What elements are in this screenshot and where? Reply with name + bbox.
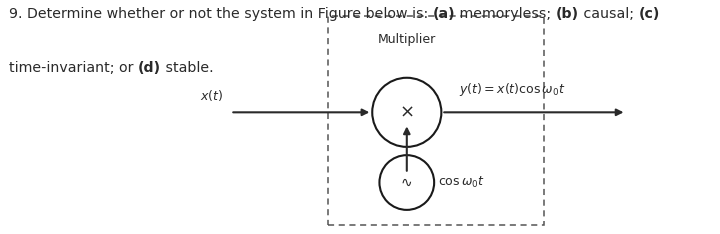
- Text: ×: ×: [399, 103, 415, 121]
- Text: causal;: causal;: [579, 7, 638, 21]
- Text: (a): (a): [433, 7, 455, 21]
- Text: (b): (b): [556, 7, 579, 21]
- Text: (d): (d): [138, 61, 161, 75]
- Text: (c): (c): [638, 7, 660, 21]
- Text: $\cos\omega_0 t$: $\cos\omega_0 t$: [438, 175, 485, 190]
- Bar: [328, 16, 544, 225]
- Text: Multiplier: Multiplier: [378, 33, 436, 46]
- Text: stable.: stable.: [161, 61, 213, 75]
- Text: $x(t)$: $x(t)$: [200, 88, 223, 103]
- Text: time-invariant; or: time-invariant; or: [9, 61, 138, 75]
- Text: memoryless;: memoryless;: [455, 7, 556, 21]
- Text: ∿: ∿: [401, 176, 413, 190]
- Text: $y(t) = x(t)\cos\omega_0 t$: $y(t) = x(t)\cos\omega_0 t$: [459, 81, 566, 98]
- Text: 9. Determine whether or not the system in Figure below is:: 9. Determine whether or not the system i…: [9, 7, 433, 21]
